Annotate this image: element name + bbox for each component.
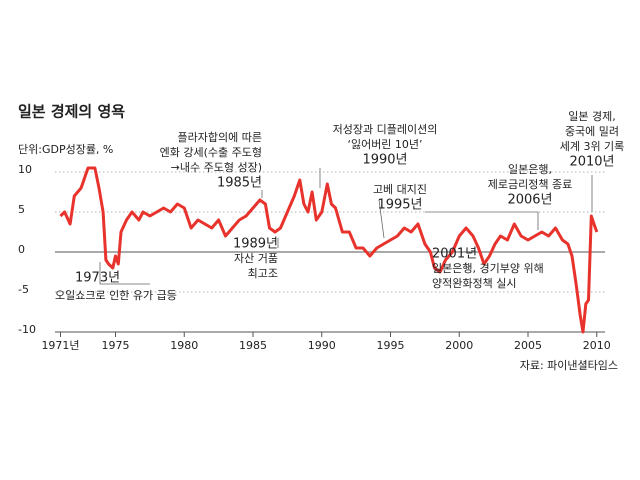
annotation: 최고조 <box>248 267 278 280</box>
leader-lines <box>99 168 593 285</box>
annotation: 양적완화정책 실시 <box>432 277 516 290</box>
y-tick-label: 10 <box>18 163 32 176</box>
data-line <box>59 166 599 334</box>
annotation: 2010년 <box>569 155 614 170</box>
x-tick-label: 1990 <box>308 339 336 352</box>
x-tick-label: 2000 <box>445 339 473 352</box>
chart-title: 일본 경제의 영욕 <box>18 103 125 121</box>
annotation: 제로금리정책 종료 <box>488 178 572 191</box>
annotation: 1989년 <box>233 237 278 252</box>
source: 자료: 파이낸셜타임스 <box>520 359 618 372</box>
annotation: 저성장과 디플레이션의 <box>333 123 438 136</box>
annotation: 고베 대지진 <box>373 183 427 196</box>
annotation: ‘잃어버린 10년’ <box>347 137 422 151</box>
annotation: 세계 3위 기록 <box>560 140 625 153</box>
annotation: 자산 거품 <box>234 252 278 265</box>
annotation: 1995년 <box>377 198 422 213</box>
annotation: 플라자합의에 따른 <box>178 131 262 144</box>
annotation: 오일쇼크로 인한 유가 급등 <box>55 288 177 302</box>
y-tick-label: 5 <box>18 203 25 216</box>
y-axis-label: 단위:GDP성장률, % <box>18 143 113 156</box>
x-tick-label: 1985 <box>239 339 267 352</box>
annotation: 일본은행, 경기부양 위해 <box>432 261 544 275</box>
annotation: 1990년 <box>362 153 407 168</box>
annotation: 2006년 <box>507 193 552 208</box>
annotation: 중국에 밀려 <box>565 125 619 138</box>
annotation: →내수 주도형 성장) <box>171 161 262 174</box>
x-tick-label: 1971년 <box>41 339 79 352</box>
x-tick-label: 2005 <box>514 339 542 352</box>
x-tick-label: 1975 <box>102 339 130 352</box>
annotation: 일본 경제, <box>568 109 615 123</box>
x-tick-label: 1995 <box>377 339 405 352</box>
annotation: 2001년 <box>432 247 477 262</box>
annotation: 1973년 <box>75 271 120 286</box>
y-tick-label: -10 <box>18 323 36 336</box>
annotation: 일본은행, <box>508 162 552 176</box>
annotation: 엔화 강세(수출 주도형 <box>160 146 262 159</box>
x-tick-label: 2010 <box>583 339 611 352</box>
annotation: 1985년 <box>217 176 262 191</box>
x-tick-label: 1980 <box>170 339 198 352</box>
y-tick-label: 0 <box>18 243 25 256</box>
y-tick-label: -5 <box>18 283 29 296</box>
